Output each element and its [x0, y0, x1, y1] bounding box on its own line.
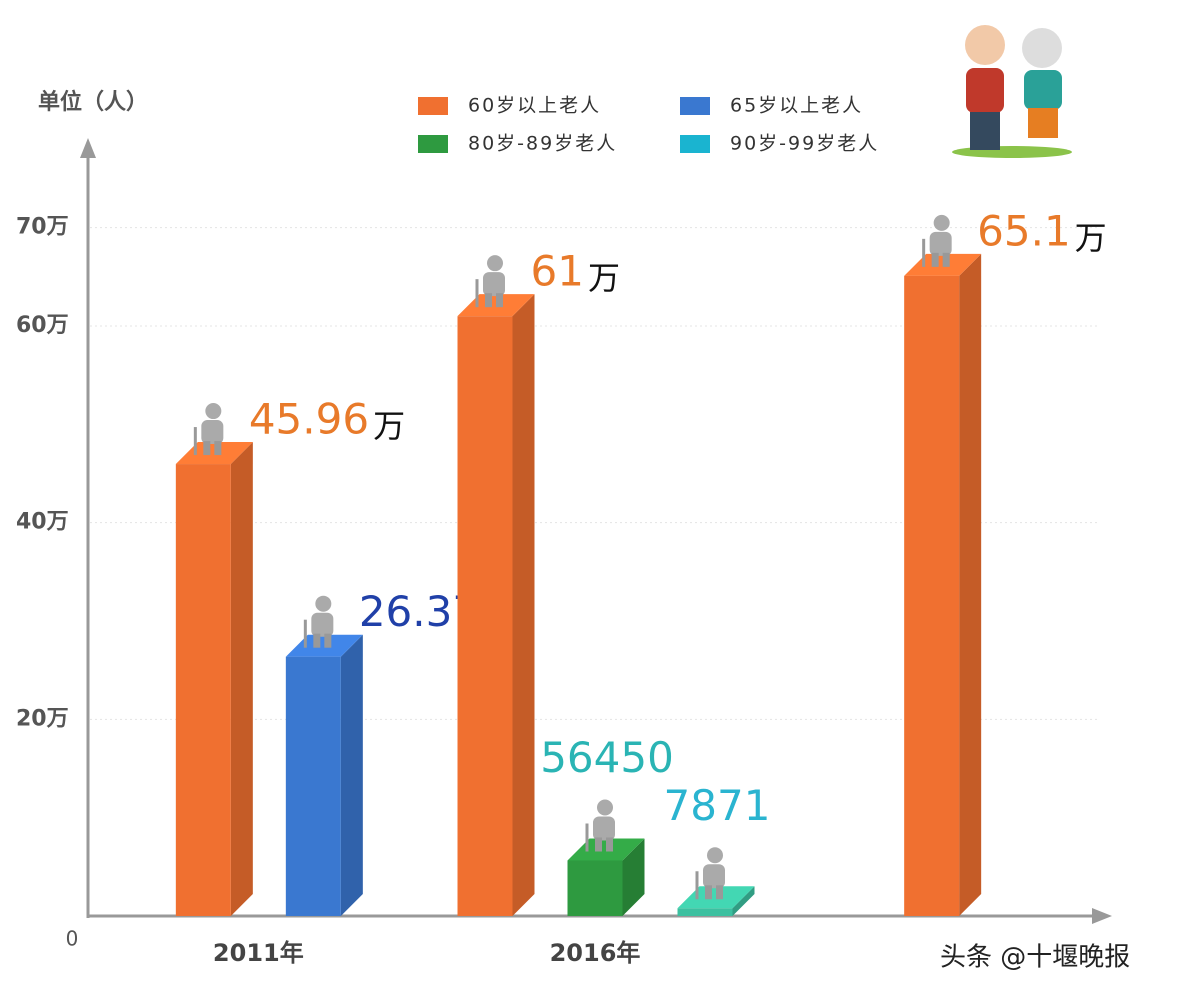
x-axis-arrow	[1092, 908, 1112, 924]
bar	[904, 275, 960, 917]
y-axis-arrow	[80, 138, 96, 158]
y-tick-label: 20万	[16, 706, 69, 731]
bar	[677, 908, 733, 916]
y-tick-label: 0	[66, 927, 79, 951]
legend-label: 60岁以上老人	[468, 95, 601, 117]
value-label: 7871	[664, 781, 771, 830]
legend-label: 65岁以上老人	[730, 95, 863, 117]
legend-label: 90岁-99岁老人	[730, 133, 879, 155]
legend-label: 80岁-89岁老人	[468, 133, 617, 155]
value-label: 61	[531, 247, 584, 296]
value-unit: 万	[588, 259, 620, 297]
bar	[175, 464, 231, 916]
bar-side	[340, 634, 363, 916]
y-tick-label: 60万	[16, 313, 69, 338]
figure-icon	[585, 799, 615, 852]
bar-side	[959, 253, 982, 917]
figure-icon	[193, 403, 224, 456]
y-axis-label: 单位（人）	[38, 89, 148, 115]
legend-swatch	[418, 135, 448, 153]
figure-icon	[303, 595, 334, 648]
y-tick-label: 40万	[16, 510, 69, 535]
legend-swatch	[680, 135, 710, 153]
value-label: 56450	[540, 733, 674, 782]
bar	[285, 656, 341, 916]
figure-icon	[922, 214, 952, 267]
bar-side	[732, 886, 755, 916]
legend-swatch	[418, 97, 448, 115]
bar	[567, 860, 623, 916]
value-label: 65.1	[977, 206, 1071, 255]
figure-icon	[695, 847, 725, 900]
x-tick-label: 2011年	[213, 939, 304, 967]
watermark: 头条 @十堰晚报	[940, 943, 1130, 973]
value-unit: 万	[373, 407, 405, 445]
value-unit: 万	[1075, 219, 1107, 257]
bar-side	[512, 294, 535, 917]
bar-side	[230, 442, 253, 916]
bar-side	[622, 838, 645, 916]
figure-icon	[475, 255, 505, 308]
y-tick-label: 70万	[16, 215, 69, 240]
x-tick-label: 2016年	[550, 939, 641, 967]
value-label: 45.96	[249, 395, 369, 444]
legend-swatch	[680, 97, 710, 115]
elderly-couple-icon	[952, 25, 1072, 158]
bar	[457, 316, 513, 917]
